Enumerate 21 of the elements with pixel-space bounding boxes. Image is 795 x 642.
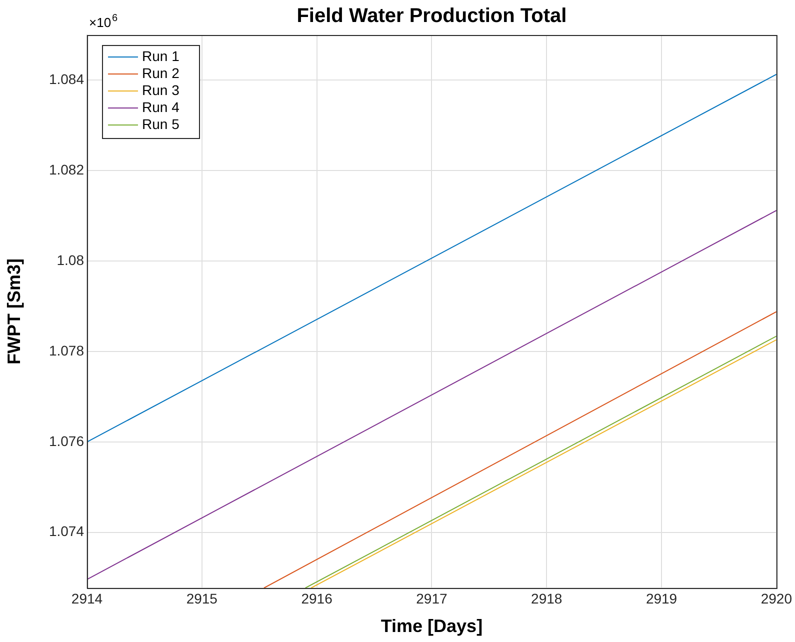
x-tick-label: 2918 [531,590,562,606]
y-tick-label: 1.074 [48,523,84,540]
x-tick-label: 2920 [760,590,792,606]
x-tick-label: 2919 [646,590,678,606]
legend-label: Run 5 [142,116,180,132]
y-tick-label: 1.082 [48,162,84,178]
y-tick-label: 1.08 [56,252,84,268]
x-tick-label: 2915 [186,590,218,606]
legend-label: Run 1 [142,48,180,64]
y-tick-label: 1.078 [48,342,84,358]
y-axis-title: FWPT [Sm3] [4,258,24,364]
x-tick-label: 2916 [301,590,333,606]
x-axis-title: Time [Days] [380,616,483,636]
y-tick-label: 1.084 [48,71,84,88]
legend-label: Run 4 [142,98,180,115]
x-tick-label: 2914 [71,590,103,606]
legend-label: Run 3 [142,82,180,98]
legend-label: Run 2 [142,64,180,81]
chart-title: Field Water Production Total [296,5,567,27]
x-tick-label: 2917 [416,590,448,606]
y-tick-label: 1.076 [48,432,84,449]
